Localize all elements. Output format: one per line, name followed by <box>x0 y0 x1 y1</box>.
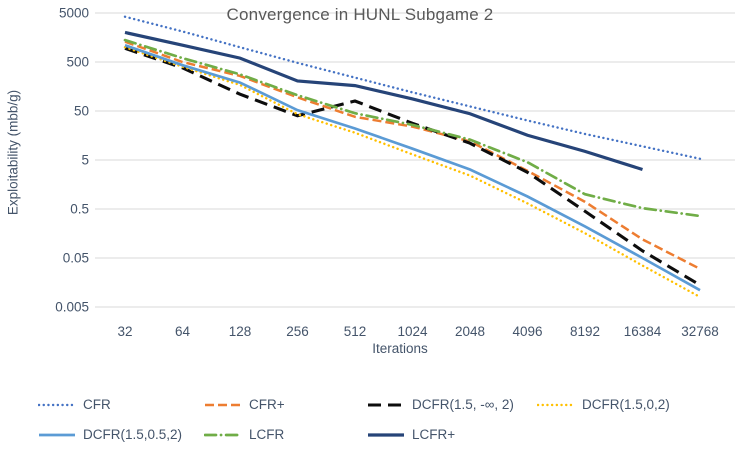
legend-label: DCFR(1.5,0,2) <box>582 397 670 412</box>
legend-swatch-line-icon <box>39 433 75 436</box>
legend-label: DCFR(1.5,0.5,2) <box>83 427 183 442</box>
legend-label: CFR <box>83 397 111 412</box>
legend-label: LCFR+ <box>412 427 456 442</box>
y-tick-label: 5 <box>81 153 89 168</box>
x-tick-label: 1024 <box>397 324 428 339</box>
x-tick-label: 32 <box>117 324 132 339</box>
legend-swatch-line-icon <box>204 433 242 436</box>
y-tick-label: 5000 <box>59 6 89 21</box>
legend-swatch-line-icon <box>38 403 76 406</box>
x-axis-title: Iterations <box>372 341 428 356</box>
legend-item: CFR <box>38 394 204 415</box>
x-tick-label: 256 <box>286 324 309 339</box>
x-tick-label: 2048 <box>455 324 485 339</box>
legend-item: DCFR(1.5,0.5,2) <box>38 424 204 445</box>
legend-label: LCFR <box>249 427 285 442</box>
legend: CFR CFR+ DCFR(1.5, -∞, 2) DCFR(1.5,0,2) DCFR… <box>38 394 706 445</box>
x-tick-label: 16384 <box>624 324 662 339</box>
series-line-DCFR-1-5-2- <box>124 46 701 287</box>
legend-label: CFR+ <box>249 397 285 412</box>
x-tick-label: 32768 <box>681 324 719 339</box>
x-tick-label: 8192 <box>570 324 600 339</box>
series-line-LCFR+ <box>124 30 643 172</box>
chart-title: Convergence in HUNL Subgame 2 <box>226 5 494 24</box>
series-line-DCFR-1-5-0-2- <box>123 46 702 299</box>
y-tick-label: 0.005 <box>55 300 89 315</box>
x-tick-label: 512 <box>344 324 367 339</box>
legend-swatch-line-icon <box>537 403 575 406</box>
legend-item: CFR+ <box>204 394 367 415</box>
legend-item: LCFR <box>204 424 367 445</box>
legend-item: LCFR+ <box>367 424 537 445</box>
y-axis-title: Exploitability (mbb/g) <box>5 89 21 216</box>
legend-item: DCFR(1.5, -∞, 2) <box>367 394 537 415</box>
legend-item: DCFR(1.5,0,2) <box>537 394 706 415</box>
legend-swatch-line-icon <box>368 432 404 437</box>
legend-label: DCFR(1.5, -∞, 2) <box>412 397 514 412</box>
y-tick-label: 500 <box>66 55 89 70</box>
y-tick-label: 50 <box>74 104 89 119</box>
x-tick-label: 128 <box>229 324 252 339</box>
series-line-CFR+ <box>124 40 701 270</box>
series-line-CFR <box>123 15 702 160</box>
y-tick-label: 0.5 <box>70 202 89 217</box>
legend-swatch-line-icon <box>368 402 404 407</box>
x-tick-label: 4096 <box>512 324 542 339</box>
series-line-LCFR <box>123 38 702 218</box>
y-tick-label: 0.05 <box>63 251 89 266</box>
series-line-DCFR-1-5-0-5-2- <box>124 43 701 292</box>
legend-swatch-line-icon <box>205 403 241 406</box>
x-tick-label: 64 <box>175 324 191 339</box>
plot-area: 5000 500 50 5 0.5 0.05 0.005 32 64 128 256 512 1024 2… <box>55 6 735 339</box>
